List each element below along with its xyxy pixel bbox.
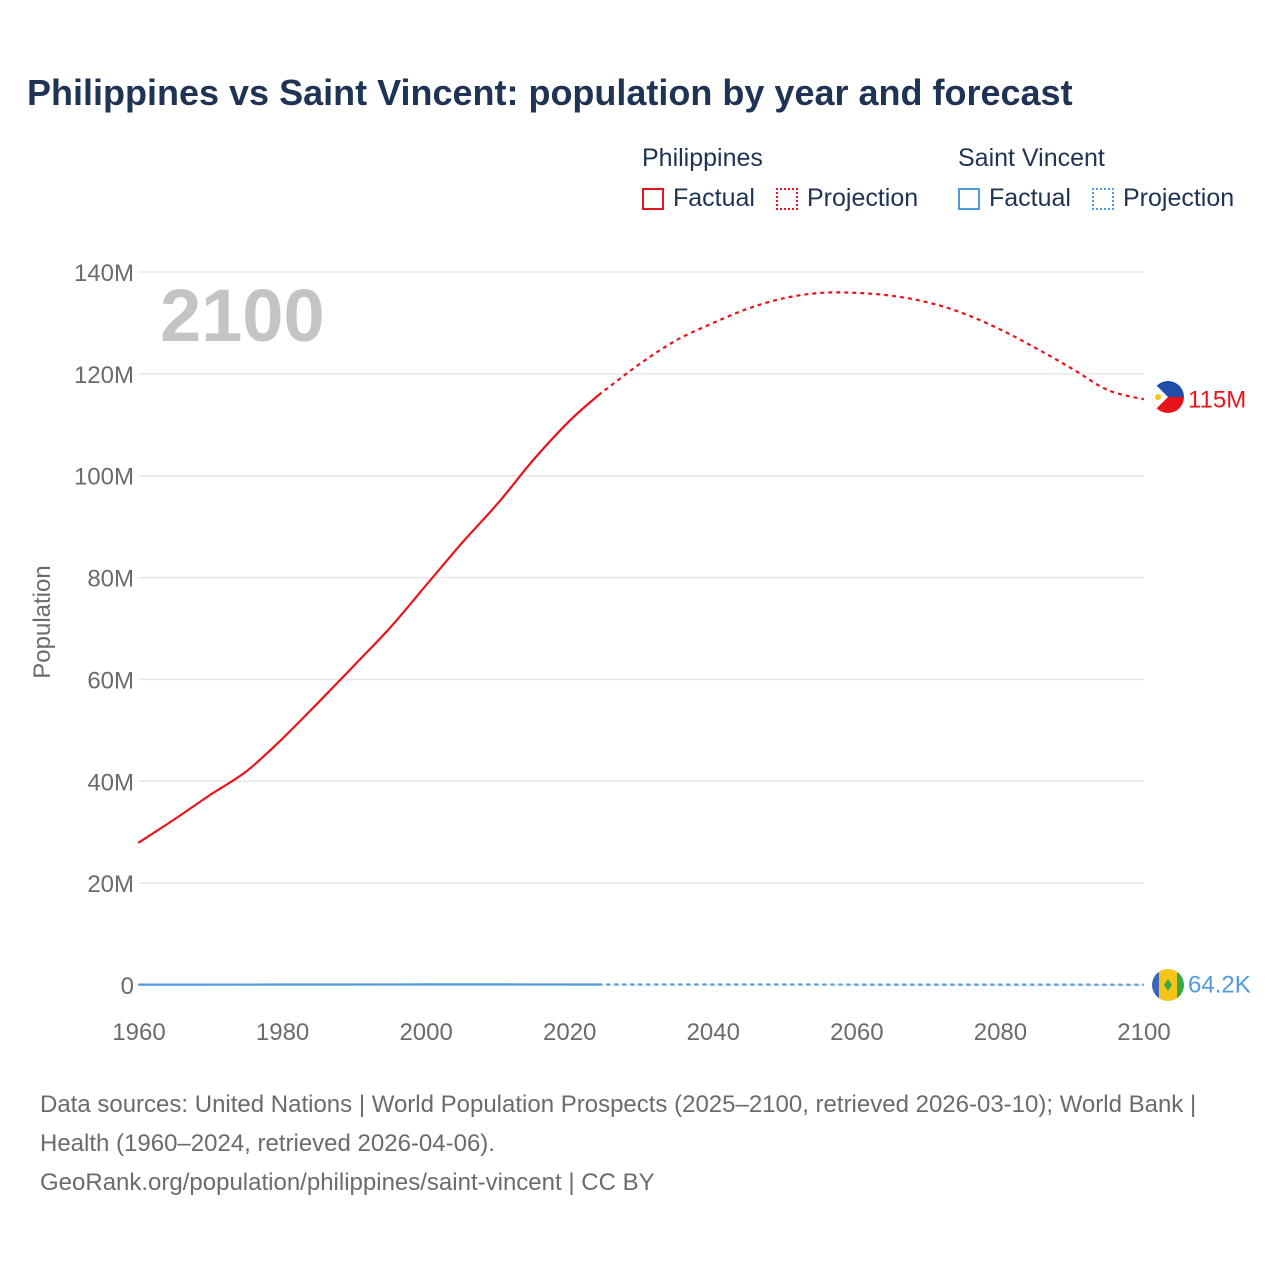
data-sources-text: Data sources: United Nations | World Pop… [40, 1091, 1197, 1157]
y-tick-label: 100M [74, 464, 134, 491]
credit-link[interactable]: GeoRank.org/population/philippines/saint… [40, 1169, 655, 1196]
legend-label: Projection [1123, 184, 1235, 212]
x-tick-label: 1960 [112, 1019, 165, 1046]
y-tick-label: 20M [87, 871, 134, 898]
chart-footer: Data sources: United Nations | World Pop… [40, 1085, 1240, 1202]
philippines-flag-icon [1152, 381, 1184, 413]
legend-swatch-dotted [1092, 187, 1114, 210]
x-tick-label: 2040 [687, 1019, 740, 1046]
x-tick-label: 2080 [974, 1019, 1027, 1046]
legend-label: Projection [807, 184, 919, 212]
philippines-projection-line[interactable] [597, 291, 1145, 401]
legend-saint-vincent-projection[interactable]: Projection [1092, 184, 1234, 213]
x-tick-label: 2100 [1117, 1019, 1170, 1046]
x-tick-label: 2020 [543, 1019, 596, 1046]
legend-group-philippines: Philippines [642, 144, 763, 172]
year-watermark: 2100 [160, 274, 325, 357]
x-tick-label: 1980 [256, 1019, 309, 1046]
legend-swatch-solid [642, 187, 664, 210]
philippines-end-value-label: 115M [1188, 386, 1246, 413]
legend-swatch-solid [958, 187, 980, 210]
legend-label: Factual [989, 184, 1071, 212]
legend-group-saint-vincent: Saint Vincent [958, 144, 1105, 172]
legend-saint-vincent-factual[interactable]: Factual [958, 184, 1071, 213]
y-tick-label: 80M [87, 566, 134, 593]
chart-title: Philippines vs Saint Vincent: population… [27, 72, 1073, 113]
y-tick-label: 40M [87, 769, 134, 796]
population-line-chart: 0 20M 40M 60M 80M 100M 120M 140M 1960 1980 2000 202… [29, 260, 1251, 1046]
y-tick-label: 60M [87, 667, 134, 694]
y-tick-label: 120M [74, 362, 134, 389]
y-axis-title: Population [29, 565, 56, 678]
saint-vincent-flag-icon [1152, 969, 1184, 1001]
legend-swatch-dotted [776, 187, 798, 210]
legend-philippines-projection[interactable]: Projection [776, 184, 918, 213]
legend-philippines-factual[interactable]: Factual [642, 184, 755, 213]
saint-vincent-end-value-label: 64.2K [1188, 972, 1251, 999]
x-tick-label: 2000 [399, 1019, 452, 1046]
y-tick-label: 0 [121, 973, 134, 1000]
y-tick-label: 140M [74, 260, 134, 287]
legend-label: Factual [673, 184, 755, 212]
philippines-factual-line[interactable] [137, 394, 600, 844]
x-tick-label: 2060 [830, 1019, 883, 1046]
